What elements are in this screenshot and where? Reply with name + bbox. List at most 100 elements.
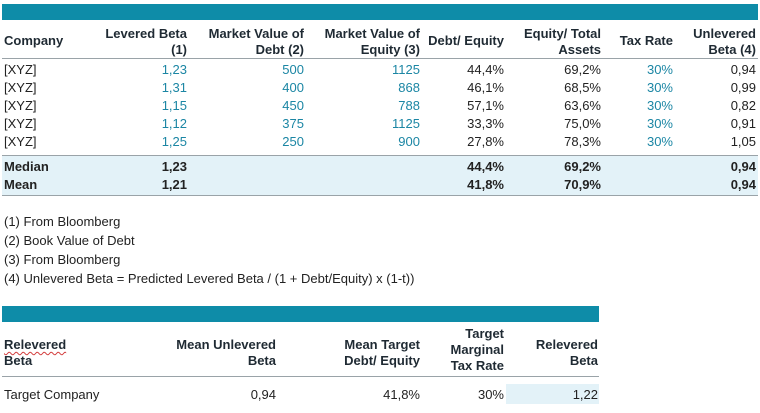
header-line: Beta xyxy=(4,353,33,368)
levered-beta-cell: 1,12 xyxy=(161,116,187,131)
debt-cell: 250 xyxy=(282,134,304,149)
table-header-bar xyxy=(2,4,758,20)
summary-divider xyxy=(2,155,758,156)
unlevered-beta-cell: 0,99 xyxy=(730,80,756,95)
debt-cell: 450 xyxy=(282,98,304,113)
header-divider xyxy=(2,58,758,59)
debt-equity-cell: 44,4% xyxy=(467,62,504,77)
tax-rate-cell: 30% xyxy=(646,62,673,77)
header-line: Marginal xyxy=(450,342,504,357)
company-cell: [XYZ] xyxy=(4,116,37,131)
footnote: (2) Book Value of Debt xyxy=(4,233,135,248)
header-equity-total-assets: Equity/ Total Assets xyxy=(505,26,601,58)
levered-beta-cell: 1,23 xyxy=(161,159,187,174)
company-cell: [XYZ] xyxy=(4,80,37,95)
debt-equity-cell: 46,1% xyxy=(467,80,504,95)
footnote: (1) From Bloomberg xyxy=(4,214,121,229)
equity-total-assets-cell: 70,9% xyxy=(564,177,601,192)
debt-equity-cell: 57,1% xyxy=(467,98,504,113)
levered-beta-cell: 1,21 xyxy=(161,177,187,192)
debt-equity-cell: 33,3% xyxy=(467,116,504,131)
debt-cell: 500 xyxy=(282,62,304,77)
debt-equity-cell: 44,4% xyxy=(467,159,504,174)
equity-total-assets-cell: 68,5% xyxy=(564,80,601,95)
levered-beta-cell: 1,23 xyxy=(161,62,187,77)
tax-rate-cell: 30% xyxy=(646,134,673,149)
header-line: Relevered xyxy=(4,337,67,352)
header-line: Levered Beta xyxy=(105,26,187,41)
mean-target-debt-equity-cell: 41,8% xyxy=(383,387,420,402)
header-line: Beta xyxy=(247,353,276,368)
header-line: Market Value of xyxy=(208,26,304,41)
relevered-table-header-bar xyxy=(2,306,599,322)
debt-cell: 400 xyxy=(282,80,304,95)
unlevered-beta-cell: 0,91 xyxy=(730,116,756,131)
header-company: Company xyxy=(4,33,64,48)
equity-total-assets-cell: 69,2% xyxy=(564,159,601,174)
header-line: Equity (3) xyxy=(360,42,420,57)
header-line: Equity/ Total xyxy=(523,26,601,41)
summary-band xyxy=(2,156,758,195)
company-cell: [XYZ] xyxy=(4,134,37,149)
unlevered-beta-cell: 0,94 xyxy=(730,159,756,174)
equity-cell: 868 xyxy=(398,80,420,95)
header-levered-beta: Levered Beta (1) xyxy=(95,26,187,58)
company-cell: Target Company xyxy=(4,387,100,402)
header-line: Tax Rate xyxy=(450,358,504,373)
unlevered-beta-cell: 0,82 xyxy=(730,98,756,113)
summary-bottom-line xyxy=(2,195,758,196)
header-line: Market Value of xyxy=(324,26,420,41)
header-line: Beta xyxy=(569,353,598,368)
header-debt-equity: Debt/ Equity xyxy=(428,33,504,48)
equity-total-assets-cell: 78,3% xyxy=(564,134,601,149)
equity-total-assets-cell: 75,0% xyxy=(564,116,601,131)
levered-beta-cell: 1,25 xyxy=(161,134,187,149)
unlevered-beta-cell: 1,05 xyxy=(730,134,756,149)
debt-equity-cell: 41,8% xyxy=(467,177,504,192)
header-mean-unlevered-beta: Mean Unlevered Beta xyxy=(176,337,276,369)
header-target-marginal-tax-rate: Target Marginal Tax Rate xyxy=(430,326,504,374)
equity-cell: 1125 xyxy=(392,62,420,77)
header-line: Beta (4) xyxy=(708,42,756,57)
debt-cell: 375 xyxy=(282,116,304,131)
relevered-beta-cell: 1,22 xyxy=(572,387,598,402)
header-tax-rate: Tax Rate xyxy=(619,33,673,48)
equity-cell: 900 xyxy=(398,134,420,149)
levered-beta-cell: 1,15 xyxy=(161,98,187,113)
tax-rate-cell: 30% xyxy=(646,80,673,95)
equity-total-assets-cell: 69,2% xyxy=(564,62,601,77)
unlevered-beta-cell: 0,94 xyxy=(730,62,756,77)
tax-rate-cell: 30% xyxy=(646,116,673,131)
header-line: Assets xyxy=(558,42,601,57)
company-cell: [XYZ] xyxy=(4,98,37,113)
unlevered-beta-cell: 0,94 xyxy=(730,177,756,192)
equity-total-assets-cell: 63,6% xyxy=(564,98,601,113)
relevered-header-divider xyxy=(2,376,599,377)
levered-beta-cell: 1,31 xyxy=(161,80,187,95)
header-line: Debt/ Equity xyxy=(344,353,420,368)
footnote: (3) From Bloomberg xyxy=(4,252,121,267)
header-relevered-beta-label: Relevered Beta xyxy=(4,337,66,369)
company-cell: [XYZ] xyxy=(4,62,37,77)
summary-label: Median xyxy=(4,159,49,174)
debt-equity-cell: 27,8% xyxy=(467,134,504,149)
target-tax-rate-cell: 30% xyxy=(477,387,504,402)
header-line: (1) xyxy=(171,42,187,57)
summary-label: Mean xyxy=(4,177,38,192)
header-market-value-equity: Market Value of Equity (3) xyxy=(308,26,420,58)
header-line: Target xyxy=(465,326,504,341)
footnote: (4) Unlevered Beta = Predicted Levered B… xyxy=(4,271,415,286)
header-line: Unlevered xyxy=(693,26,756,41)
header-line: Debt (2) xyxy=(255,42,304,57)
header-unlevered-beta: Unlevered Beta (4) xyxy=(676,26,756,58)
equity-cell: 1125 xyxy=(392,116,420,131)
header-line: Mean Unlevered xyxy=(176,337,276,352)
mean-unlevered-beta-cell: 0,94 xyxy=(250,387,276,402)
header-mean-target-debt-equity: Mean Target Debt/ Equity xyxy=(300,337,420,369)
header-relevered-beta: Relevered Beta xyxy=(510,337,598,369)
header-line: Mean Target xyxy=(344,337,420,352)
header-market-value-debt: Market Value of Debt (2) xyxy=(192,26,304,58)
equity-cell: 788 xyxy=(398,98,420,113)
header-line: Relevered xyxy=(535,337,598,352)
relevered-highlight-cell xyxy=(506,384,599,404)
